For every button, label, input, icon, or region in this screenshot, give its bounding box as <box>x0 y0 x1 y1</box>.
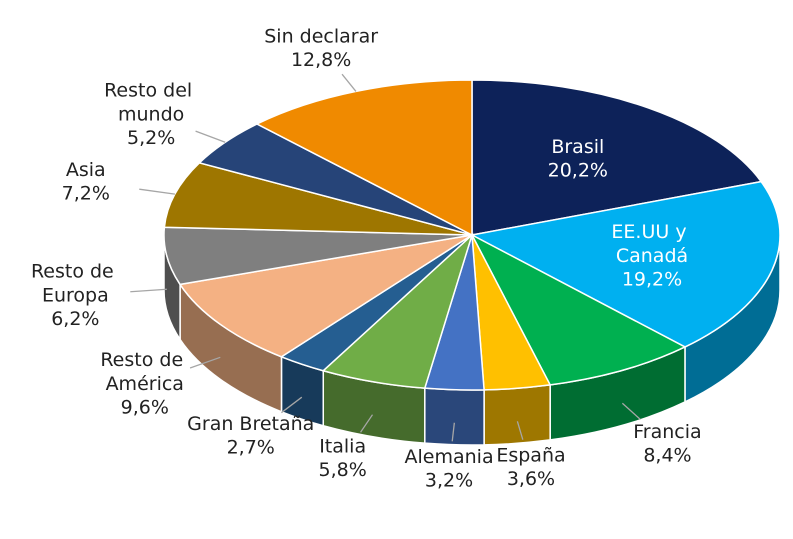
category-label: Resto del mundo <box>104 79 198 125</box>
category-label: Gran Bretaña <box>187 412 314 434</box>
category-label: Brasil <box>551 135 604 157</box>
category-label: Alemania <box>405 446 494 468</box>
slice-side <box>424 387 485 446</box>
category-label: Italia <box>319 435 366 457</box>
slice <box>255 79 473 237</box>
value-label: 2,7% <box>227 436 275 458</box>
value-label: 9,6% <box>121 397 169 419</box>
slice <box>471 79 763 236</box>
category-label: Resto de Europa <box>31 260 120 306</box>
slice <box>469 180 781 348</box>
category-label: Asia <box>66 158 106 180</box>
value-label: 3,6% <box>507 468 555 490</box>
pie-sides <box>163 234 781 446</box>
value-label: 3,2% <box>425 470 473 492</box>
value-label: 19,2% <box>622 269 682 291</box>
value-label: 12,8% <box>291 49 351 71</box>
slice <box>163 161 473 236</box>
category-label: EE.UU y Canadá <box>611 221 692 267</box>
leader-line <box>130 288 167 293</box>
category-label: Francia <box>633 420 701 442</box>
category-label: Resto de América <box>100 349 189 395</box>
leader-line <box>621 402 641 420</box>
leader-line <box>280 396 303 414</box>
leader-line <box>360 414 374 433</box>
pie-tops <box>163 79 781 391</box>
leader-line <box>341 73 357 92</box>
slice <box>470 233 687 386</box>
value-label: 8,4% <box>643 444 691 466</box>
leader-line <box>451 422 455 442</box>
value-label: 7,2% <box>62 182 110 204</box>
slice <box>178 234 473 358</box>
category-label: Sin declarar <box>264 25 378 47</box>
leader-line <box>139 188 176 195</box>
category-label: España <box>496 444 565 466</box>
value-label: 6,2% <box>51 308 99 330</box>
value-label: 5,2% <box>127 127 175 149</box>
leader-line <box>195 130 226 143</box>
leader-line <box>516 421 524 440</box>
leader-line <box>189 356 221 369</box>
slice-side <box>483 384 551 446</box>
value-label: 20,2% <box>548 159 608 181</box>
value-label: 5,8% <box>319 459 367 481</box>
